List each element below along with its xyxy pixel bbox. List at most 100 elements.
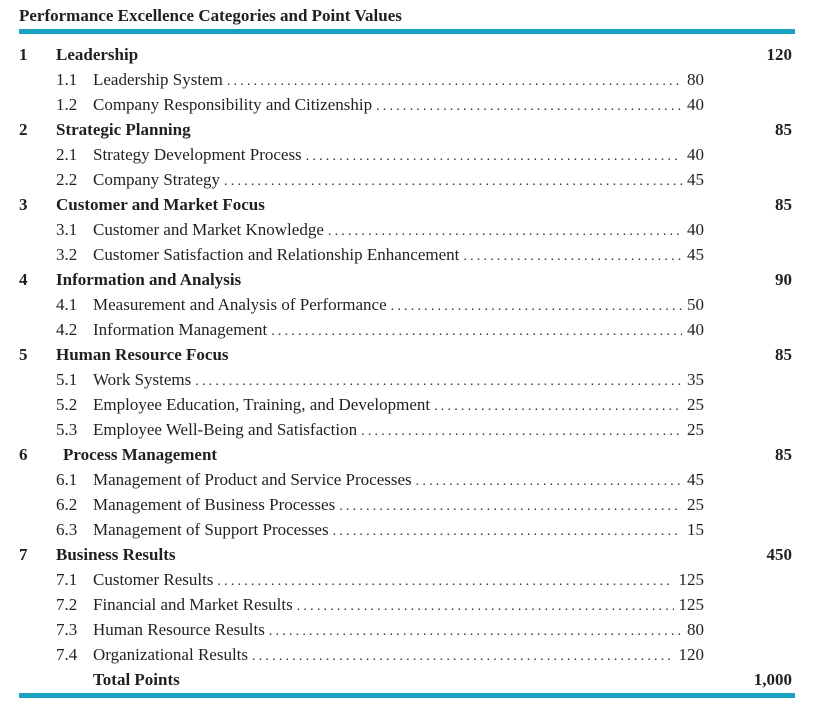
category-number: 4 (19, 270, 28, 289)
category-points: 450 (766, 545, 793, 564)
subcategory-line: Information Management..................… (93, 317, 704, 344)
subcategory-points: 80 (687, 70, 704, 89)
subcategory-number: 2.1 (56, 145, 78, 164)
dot-leader: ........................................… (296, 599, 674, 614)
subcategory-name: Employee Well-Being and Satisfaction (93, 420, 358, 439)
subcategory-points: 45 (687, 245, 704, 264)
subcategory-line: Company Strategy........................… (93, 167, 704, 194)
subcategory-row: 4.2 Information Management...............… (0, 317, 827, 342)
subcategory-row: 3.1 Customer and Market Knowledge........… (0, 217, 827, 242)
subcategory-name: Management of Product and Service Proces… (93, 470, 412, 489)
subcategory-number: 5.3 (56, 420, 78, 439)
subcategory-line: Employee Education, Training, and Develo… (93, 392, 704, 419)
subcategory-number: 3.1 (56, 220, 78, 239)
subcategory-row: 2.2 Company Strategy.....................… (0, 167, 827, 192)
dot-leader: ........................................… (339, 499, 682, 514)
subcategory-name: Management of Support Processes (93, 520, 329, 539)
subcategory-points: 35 (687, 370, 704, 389)
subcategory-number: 1.1 (56, 70, 78, 89)
subcategory-points: 120 (678, 645, 705, 664)
dot-leader: ........................................… (332, 524, 682, 539)
dot-leader: ........................................… (327, 224, 682, 239)
total-label: Total Points (93, 670, 180, 689)
subcategory-line: Financial and Market Results............… (93, 592, 704, 619)
subcategory-line: Management of Support Processes.........… (93, 517, 704, 544)
category-table: 1 Leadership 120 1.1 Leadership System......… (0, 42, 827, 692)
subcategory-name: Human Resource Results (93, 620, 265, 639)
subcategory-row: 5.3 Employee Well-Being and Satisfaction.… (0, 417, 827, 442)
total-points: 1,000 (753, 670, 792, 689)
category-name: Customer and Market Focus (56, 195, 265, 214)
subcategory-name: Organizational Results (93, 645, 249, 664)
category-row: 6 Process Management 85 (0, 442, 827, 467)
category-name: Business Results (56, 545, 176, 564)
subcategory-name: Company Strategy (93, 170, 221, 189)
category-points: 120 (766, 45, 793, 64)
subcategory-row: 5.2 Employee Education, Training, and Dev… (0, 392, 827, 417)
subcategory-line: Customer Satisfaction and Relationship E… (93, 242, 704, 269)
dot-leader: ........................................… (224, 174, 682, 189)
dot-leader: ........................................… (226, 74, 682, 89)
subcategory-points: 40 (687, 145, 704, 164)
subcategory-row: 2.1 Strategy Development Process.........… (0, 142, 827, 167)
dot-leader: ........................................… (305, 149, 682, 164)
subcategory-name: Employee Education, Training, and Develo… (93, 395, 431, 414)
subcategory-name: Leadership System (93, 70, 223, 89)
subcategory-row: 7.3 Human Resource Results...............… (0, 617, 827, 642)
subcategory-line: Employee Well-Being and Satisfaction....… (93, 417, 704, 444)
category-row: 4 Information and Analysis 90 (0, 267, 827, 292)
subcategory-name: Customer Satisfaction and Relationship E… (93, 245, 460, 264)
category-row: 5 Human Resource Focus 85 (0, 342, 827, 367)
subcategory-row: 6.1 Management of Product and Service Pro… (0, 467, 827, 492)
dot-leader: ........................................… (217, 574, 674, 589)
table-title: Performance Excellence Categories and Po… (19, 6, 402, 25)
top-rule (19, 29, 795, 34)
subcategory-points: 45 (687, 470, 704, 489)
subcategory-points: 15 (687, 520, 704, 539)
subcategory-number: 5.2 (56, 395, 78, 414)
subcategory-name: Financial and Market Results (93, 595, 293, 614)
subcategory-line: Leadership System.......................… (93, 67, 704, 94)
subcategory-number: 7.4 (56, 645, 78, 664)
category-points: 85 (775, 195, 792, 214)
subcategory-number: 3.2 (56, 245, 78, 264)
category-points: 90 (775, 270, 792, 289)
subcategory-name: Information Management (93, 320, 268, 339)
category-row: 3 Customer and Market Focus 85 (0, 192, 827, 217)
category-number: 1 (19, 45, 28, 64)
subcategory-name: Company Responsibility and Citizenship (93, 95, 373, 114)
category-row: 1 Leadership 120 (0, 42, 827, 67)
subcategory-name: Customer and Market Knowledge (93, 220, 324, 239)
subcategory-row: 7.2 Financial and Market Results.........… (0, 592, 827, 617)
category-number: 5 (19, 345, 28, 364)
category-row: 7 Business Results 450 (0, 542, 827, 567)
subcategory-row: 1.2 Company Responsibility and Citizenshi… (0, 92, 827, 117)
subcategory-name: Measurement and Analysis of Performance (93, 295, 387, 314)
dot-leader: ........................................… (390, 299, 682, 314)
category-name: Process Management (63, 445, 218, 464)
subcategory-points: 25 (687, 395, 704, 414)
subcategory-number: 5.1 (56, 370, 78, 389)
subcategory-number: 4.1 (56, 295, 78, 314)
subcategory-number: 7.1 (56, 570, 78, 589)
subcategory-row: 3.2 Customer Satisfaction and Relationshi… (0, 242, 827, 267)
category-row: 2 Strategic Planning 85 (0, 117, 827, 142)
subcategory-line: Customer Results........................… (93, 567, 704, 594)
bottom-rule (19, 693, 795, 698)
category-name: Leadership (56, 45, 139, 64)
subcategory-name: Work Systems (93, 370, 192, 389)
subcategory-points: 125 (678, 570, 705, 589)
category-points: 85 (775, 445, 792, 464)
category-points: 85 (775, 120, 792, 139)
dot-leader: ........................................… (268, 624, 682, 639)
subcategory-number: 6.1 (56, 470, 78, 489)
subcategory-number: 6.2 (56, 495, 78, 514)
subcategory-points: 40 (687, 220, 704, 239)
subcategory-number: 1.2 (56, 95, 78, 114)
subcategory-points: 25 (687, 495, 704, 514)
subcategory-points: 40 (687, 95, 704, 114)
subcategory-number: 7.3 (56, 620, 78, 639)
subcategory-row: 4.1 Measurement and Analysis of Performan… (0, 292, 827, 317)
category-number: 7 (19, 545, 28, 564)
subcategory-number: 4.2 (56, 320, 78, 339)
